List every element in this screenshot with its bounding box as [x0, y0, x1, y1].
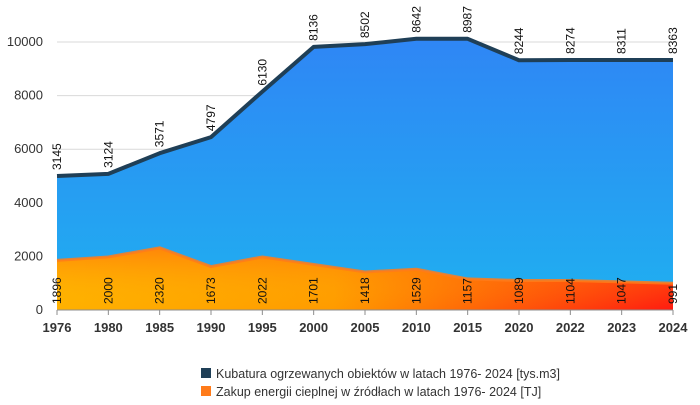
area-series-1 [57, 38, 673, 311]
x-tick-label: 2005 [351, 320, 380, 335]
line-series-1-edge [56, 36, 673, 178]
data-label-series-1: 3124 [101, 141, 115, 168]
x-tick-label: 2000 [299, 320, 328, 335]
legend-label-series-2: Zakup energii cieplnej w źródłach w lata… [216, 385, 541, 399]
data-labels: 3145 3124 3571 4797 6130 8136 8502 8642 8987 8244… [50, 6, 680, 304]
data-label-series-2: 2022 [255, 277, 269, 304]
data-label-series-1: 8642 [409, 6, 423, 33]
x-tick-label: 2023 [607, 320, 636, 335]
area-series-2-shade [57, 247, 673, 310]
line-series-2-edge [56, 246, 674, 285]
axes: 1976 1980 1985 1990 1995 2000 2005 2010 2015 2020… [43, 309, 689, 335]
data-label-series-1: 4797 [204, 104, 218, 131]
legend-swatch-series-1 [201, 368, 211, 378]
y-tick-label: 4000 [14, 195, 43, 210]
legend-label-series-1: Kubatura ogrzewanych obiektów w latach 1… [216, 367, 560, 381]
data-label-series-2: 1701 [307, 277, 321, 304]
legend-swatch-series-2 [201, 386, 211, 396]
data-label-series-1: 8244 [512, 27, 526, 54]
x-tick-label: 1990 [197, 320, 226, 335]
data-label-series-2: 1896 [50, 277, 64, 304]
data-label-series-1: 8502 [358, 11, 372, 38]
x-tick-label: 1995 [248, 320, 277, 335]
data-label-series-2: 2320 [153, 277, 167, 304]
x-tick-label: 1976 [43, 320, 72, 335]
data-label-series-2: 1089 [512, 277, 526, 304]
x-tick-label: 2024 [659, 320, 689, 335]
data-label-series-1: 8274 [563, 27, 577, 54]
x-tick-label: 1980 [94, 320, 123, 335]
x-tick-label: 2015 [453, 320, 482, 335]
data-label-series-2: 1673 [204, 277, 218, 304]
data-label-series-1: 3145 [50, 143, 64, 170]
data-label-series-2: 991 [666, 284, 680, 304]
data-label-series-2: 1157 [461, 278, 475, 304]
data-label-series-1: 8311 [615, 28, 629, 54]
y-tick-label: 2000 [14, 248, 43, 263]
x-tick-label: 2010 [402, 320, 431, 335]
y-tick-label: 8000 [14, 88, 43, 103]
data-label-series-1: 6130 [255, 59, 269, 86]
y-tick-label: 0 [36, 302, 43, 317]
data-label-series-1: 3571 [153, 120, 167, 147]
plot-area [56, 36, 674, 311]
data-label-series-1: 8987 [461, 6, 475, 33]
data-label-series-2: 1418 [358, 277, 372, 304]
data-label-series-1: 8363 [666, 27, 680, 54]
x-tick-label: 1985 [145, 320, 174, 335]
data-label-series-1: 8136 [307, 14, 321, 41]
data-label-series-2: 1529 [409, 277, 423, 304]
x-tick-label: 2022 [556, 320, 585, 335]
data-label-series-2: 1047 [615, 277, 629, 304]
legend: Kubatura ogrzewanych obiektów w latach 1… [201, 367, 560, 399]
data-label-series-2: 2000 [101, 277, 115, 304]
x-tick-label: 2020 [505, 320, 534, 335]
y-tick-label: 6000 [14, 141, 43, 156]
data-label-series-2: 1104 [563, 278, 577, 304]
y-tick-label: 10000 [7, 34, 43, 49]
